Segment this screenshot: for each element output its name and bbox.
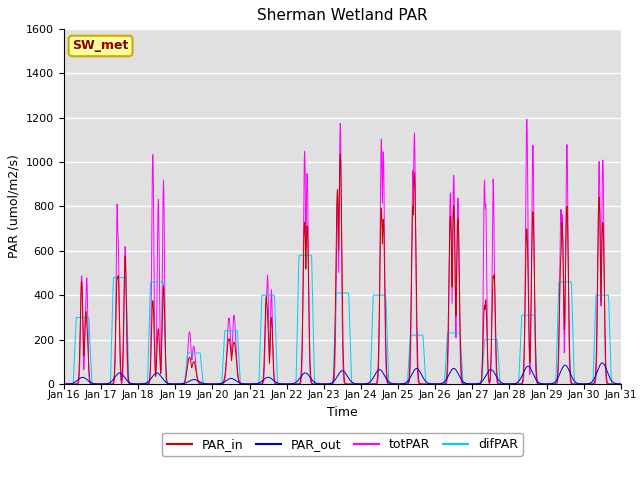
Title: Sherman Wetland PAR: Sherman Wetland PAR bbox=[257, 9, 428, 24]
Legend: PAR_in, PAR_out, totPAR, difPAR: PAR_in, PAR_out, totPAR, difPAR bbox=[162, 433, 523, 456]
Text: SW_met: SW_met bbox=[72, 39, 129, 52]
X-axis label: Time: Time bbox=[327, 406, 358, 419]
Y-axis label: PAR (umol/m2/s): PAR (umol/m2/s) bbox=[8, 155, 20, 258]
